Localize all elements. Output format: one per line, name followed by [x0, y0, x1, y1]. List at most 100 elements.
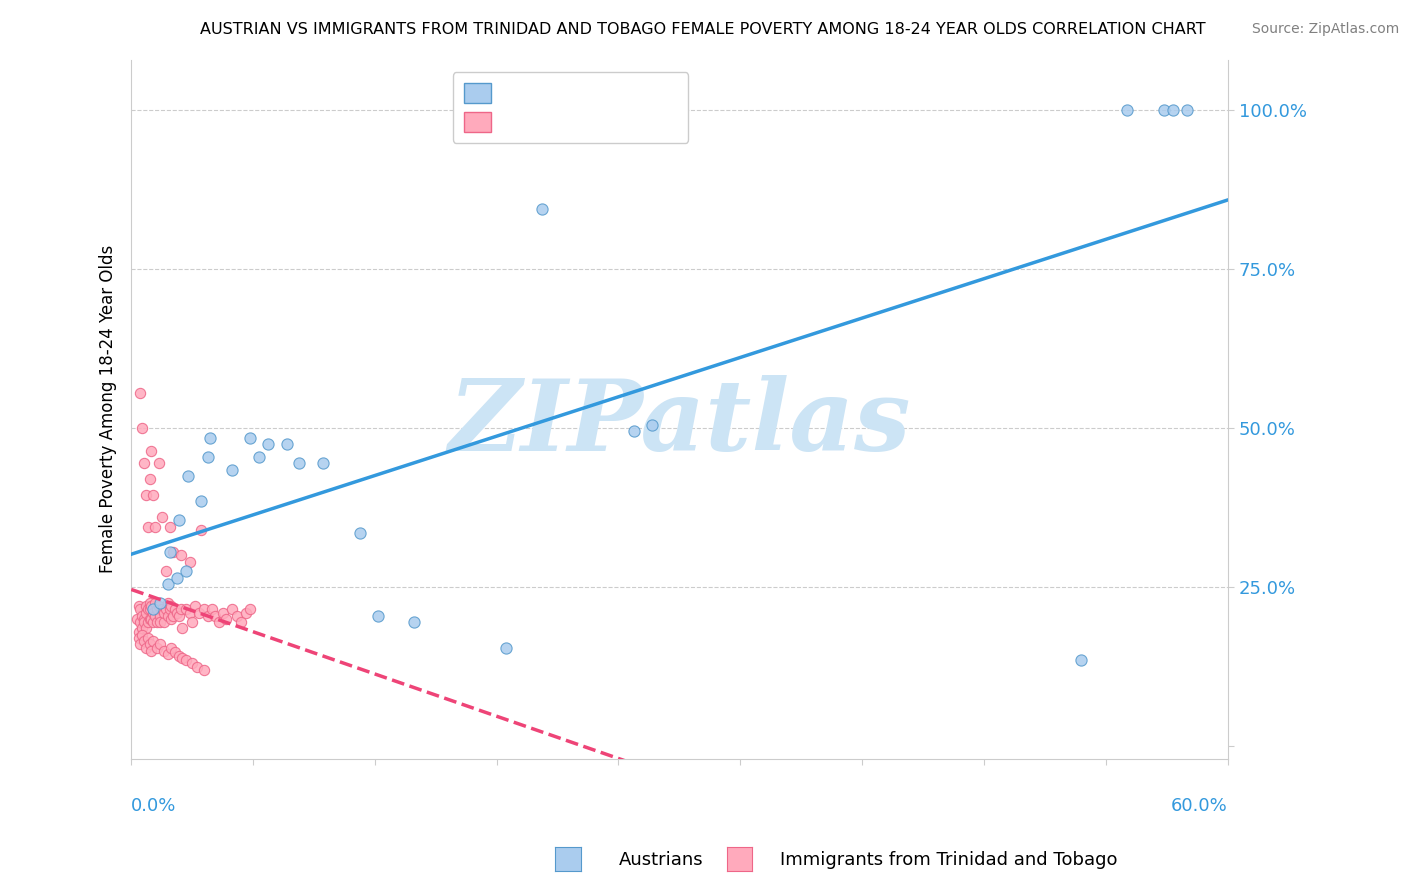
Point	[174, 602, 197, 616]
Point	[142, 606, 165, 620]
Point	[162, 545, 184, 559]
Point	[162, 608, 184, 623]
Point	[187, 606, 209, 620]
Point	[349, 526, 371, 541]
Point	[229, 615, 252, 629]
Text: 0.0%: 0.0%	[131, 797, 177, 815]
Point	[138, 472, 160, 486]
Point	[150, 510, 173, 524]
Point	[149, 608, 172, 623]
Text: Austrians: Austrians	[619, 851, 703, 869]
Point	[142, 602, 165, 616]
Point	[156, 577, 179, 591]
Point	[167, 648, 190, 663]
Point	[128, 631, 150, 645]
Point	[146, 602, 169, 616]
Point	[239, 602, 262, 616]
Point	[165, 645, 187, 659]
Point	[641, 418, 664, 433]
Point	[141, 612, 163, 626]
Text: Immigrants from Trinidad and Tobago: Immigrants from Trinidad and Tobago	[780, 851, 1118, 869]
Point	[312, 456, 335, 470]
Point	[136, 615, 159, 629]
Point	[128, 599, 150, 614]
Point	[132, 634, 155, 648]
Point	[149, 637, 172, 651]
Point	[204, 608, 226, 623]
Point	[156, 647, 179, 661]
Point	[167, 513, 190, 527]
Point	[128, 624, 150, 639]
Point	[129, 386, 152, 401]
Point	[153, 615, 176, 629]
Point	[193, 602, 215, 616]
Point	[132, 612, 155, 626]
Text: 60.0%: 60.0%	[1171, 797, 1227, 815]
Point	[149, 615, 172, 629]
Point	[136, 631, 159, 645]
Point	[1116, 103, 1139, 118]
Point	[143, 520, 166, 534]
Point	[193, 663, 215, 677]
Point	[169, 549, 191, 563]
Text: R =: R =	[509, 103, 548, 121]
Point	[156, 596, 179, 610]
Point	[131, 622, 153, 636]
Point	[201, 602, 224, 616]
Point	[136, 602, 159, 616]
Point	[149, 596, 172, 610]
Point	[150, 602, 173, 616]
Point	[404, 615, 426, 629]
Point	[276, 437, 298, 451]
Point	[190, 494, 212, 508]
Point	[174, 564, 197, 578]
Point	[136, 520, 159, 534]
Point	[138, 602, 160, 616]
Point	[180, 657, 202, 671]
Point	[142, 488, 165, 502]
Point	[135, 606, 157, 620]
Text: N =: N =	[586, 82, 638, 100]
Point	[221, 602, 243, 616]
Point	[184, 599, 207, 614]
Point	[197, 608, 219, 623]
Point	[155, 564, 177, 578]
Point	[153, 606, 176, 620]
Point	[129, 615, 152, 629]
Point	[148, 599, 170, 614]
Point	[186, 659, 208, 673]
Y-axis label: Female Poverty Among 18-24 Year Olds: Female Poverty Among 18-24 Year Olds	[100, 245, 117, 574]
Point	[172, 622, 194, 636]
Point	[135, 640, 157, 655]
Point	[129, 637, 152, 651]
Point	[138, 596, 160, 610]
Point	[531, 202, 554, 216]
Point	[208, 615, 231, 629]
Text: Source: ZipAtlas.com: Source: ZipAtlas.com	[1251, 22, 1399, 37]
Text: 0.617: 0.617	[541, 103, 598, 121]
Point	[179, 606, 201, 620]
Point	[131, 628, 153, 642]
Point	[132, 456, 155, 470]
Point	[1175, 103, 1198, 118]
Point	[141, 599, 163, 614]
Point	[257, 437, 280, 451]
Point	[153, 644, 176, 658]
Point	[180, 615, 202, 629]
Point	[160, 612, 183, 626]
Point	[131, 421, 153, 435]
Point	[623, 425, 645, 439]
Point	[179, 555, 201, 569]
Point	[143, 608, 166, 623]
Point	[135, 622, 157, 636]
Point	[174, 653, 197, 667]
Point	[141, 443, 163, 458]
Point	[125, 612, 148, 626]
Point	[131, 608, 153, 623]
Point	[495, 640, 517, 655]
Point	[288, 456, 311, 470]
Point	[138, 612, 160, 626]
Point	[190, 523, 212, 537]
Point	[129, 602, 152, 616]
Text: N =: N =	[586, 103, 638, 121]
